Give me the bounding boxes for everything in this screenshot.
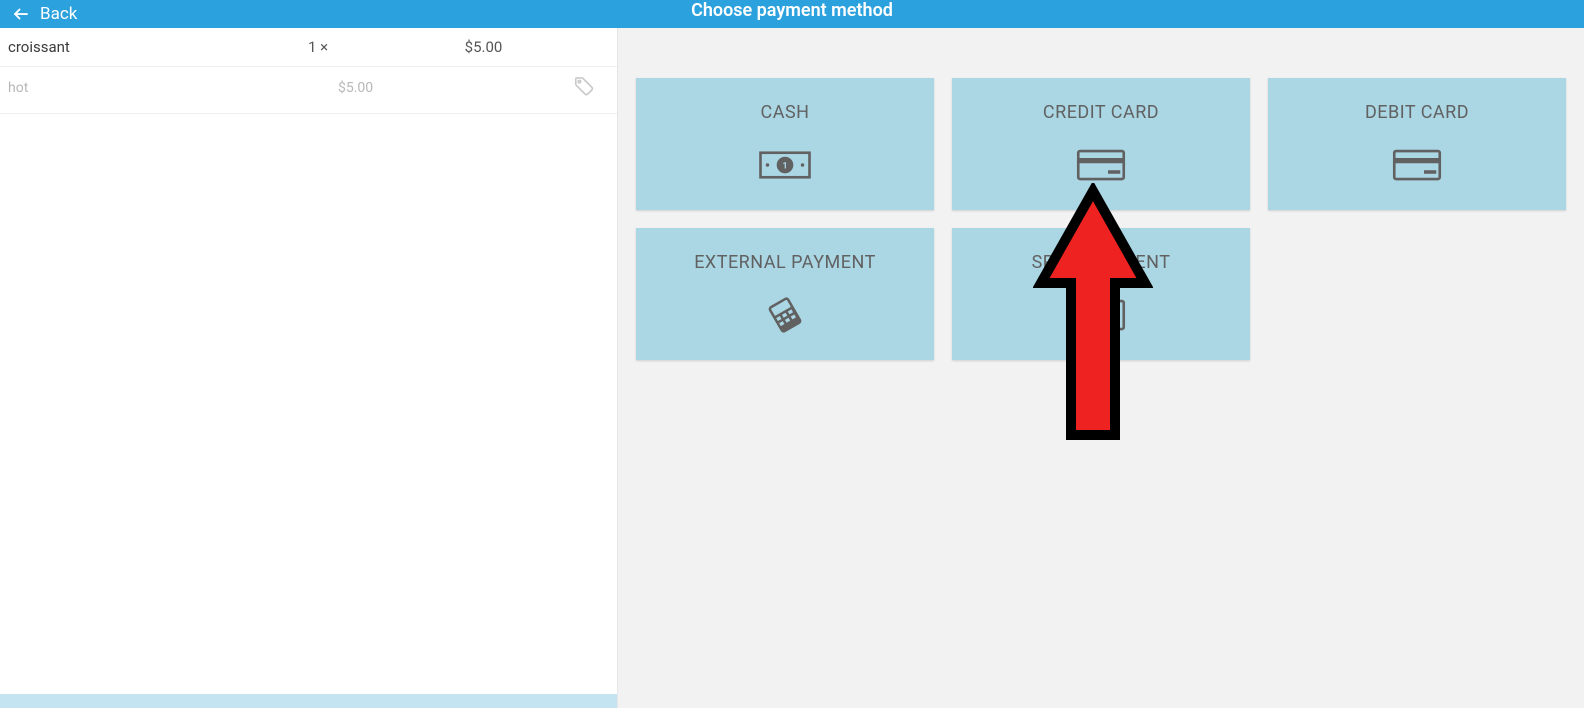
- credit-card-icon: [1073, 145, 1129, 185]
- payment-tile-split-payment[interactable]: SPLIT PAYMENT: [952, 228, 1250, 360]
- modifier-tag-icon-wrap: [559, 75, 609, 101]
- item-name: croissant: [8, 38, 308, 56]
- back-button[interactable]: Back: [0, 4, 77, 24]
- payment-label: DEBIT CARD: [1365, 102, 1469, 123]
- order-item-row[interactable]: croissant 1 × $5.00: [0, 28, 617, 67]
- cash-icon: 1: [757, 145, 813, 185]
- main-content: croissant 1 × $5.00 hot $5.00: [0, 28, 1584, 708]
- back-arrow-icon: [12, 5, 30, 23]
- order-panel: croissant 1 × $5.00 hot $5.00: [0, 28, 618, 708]
- modifier-price: $5.00: [338, 80, 408, 96]
- split-icon: [1073, 295, 1129, 335]
- back-label: Back: [40, 4, 77, 24]
- payment-tile-cash[interactable]: CASH 1: [636, 78, 934, 210]
- payment-tile-debit-card[interactable]: DEBIT CARD: [1268, 78, 1566, 210]
- payment-label: SPLIT PAYMENT: [1032, 252, 1171, 273]
- order-items-list: croissant 1 × $5.00 hot $5.00: [0, 28, 617, 694]
- payment-tile-credit-card[interactable]: CREDIT CARD: [952, 78, 1250, 210]
- payment-label: CREDIT CARD: [1043, 102, 1159, 123]
- payment-label: EXTERNAL PAYMENT: [694, 252, 876, 273]
- payment-tile-external-payment[interactable]: EXTERNAL PAYMENT: [636, 228, 934, 360]
- payment-grid: CASH 1 CREDIT CARD DEBIT CARD: [636, 78, 1566, 360]
- panel-bottom-bar: [0, 694, 617, 708]
- debit-card-icon: [1389, 145, 1445, 185]
- item-price: $5.00: [408, 38, 559, 56]
- terminal-icon: [757, 295, 813, 335]
- header-bar: Back Choose payment method: [0, 0, 1584, 28]
- item-qty: 1 ×: [308, 38, 408, 56]
- payment-label: CASH: [761, 102, 810, 123]
- page-title: Choose payment method: [691, 0, 893, 21]
- order-modifier-row: hot $5.00: [0, 67, 617, 114]
- svg-text:1: 1: [782, 162, 787, 172]
- payment-panel: CASH 1 CREDIT CARD DEBIT CARD: [618, 28, 1584, 708]
- modifier-name: hot: [8, 80, 308, 96]
- tag-icon: [573, 75, 595, 97]
